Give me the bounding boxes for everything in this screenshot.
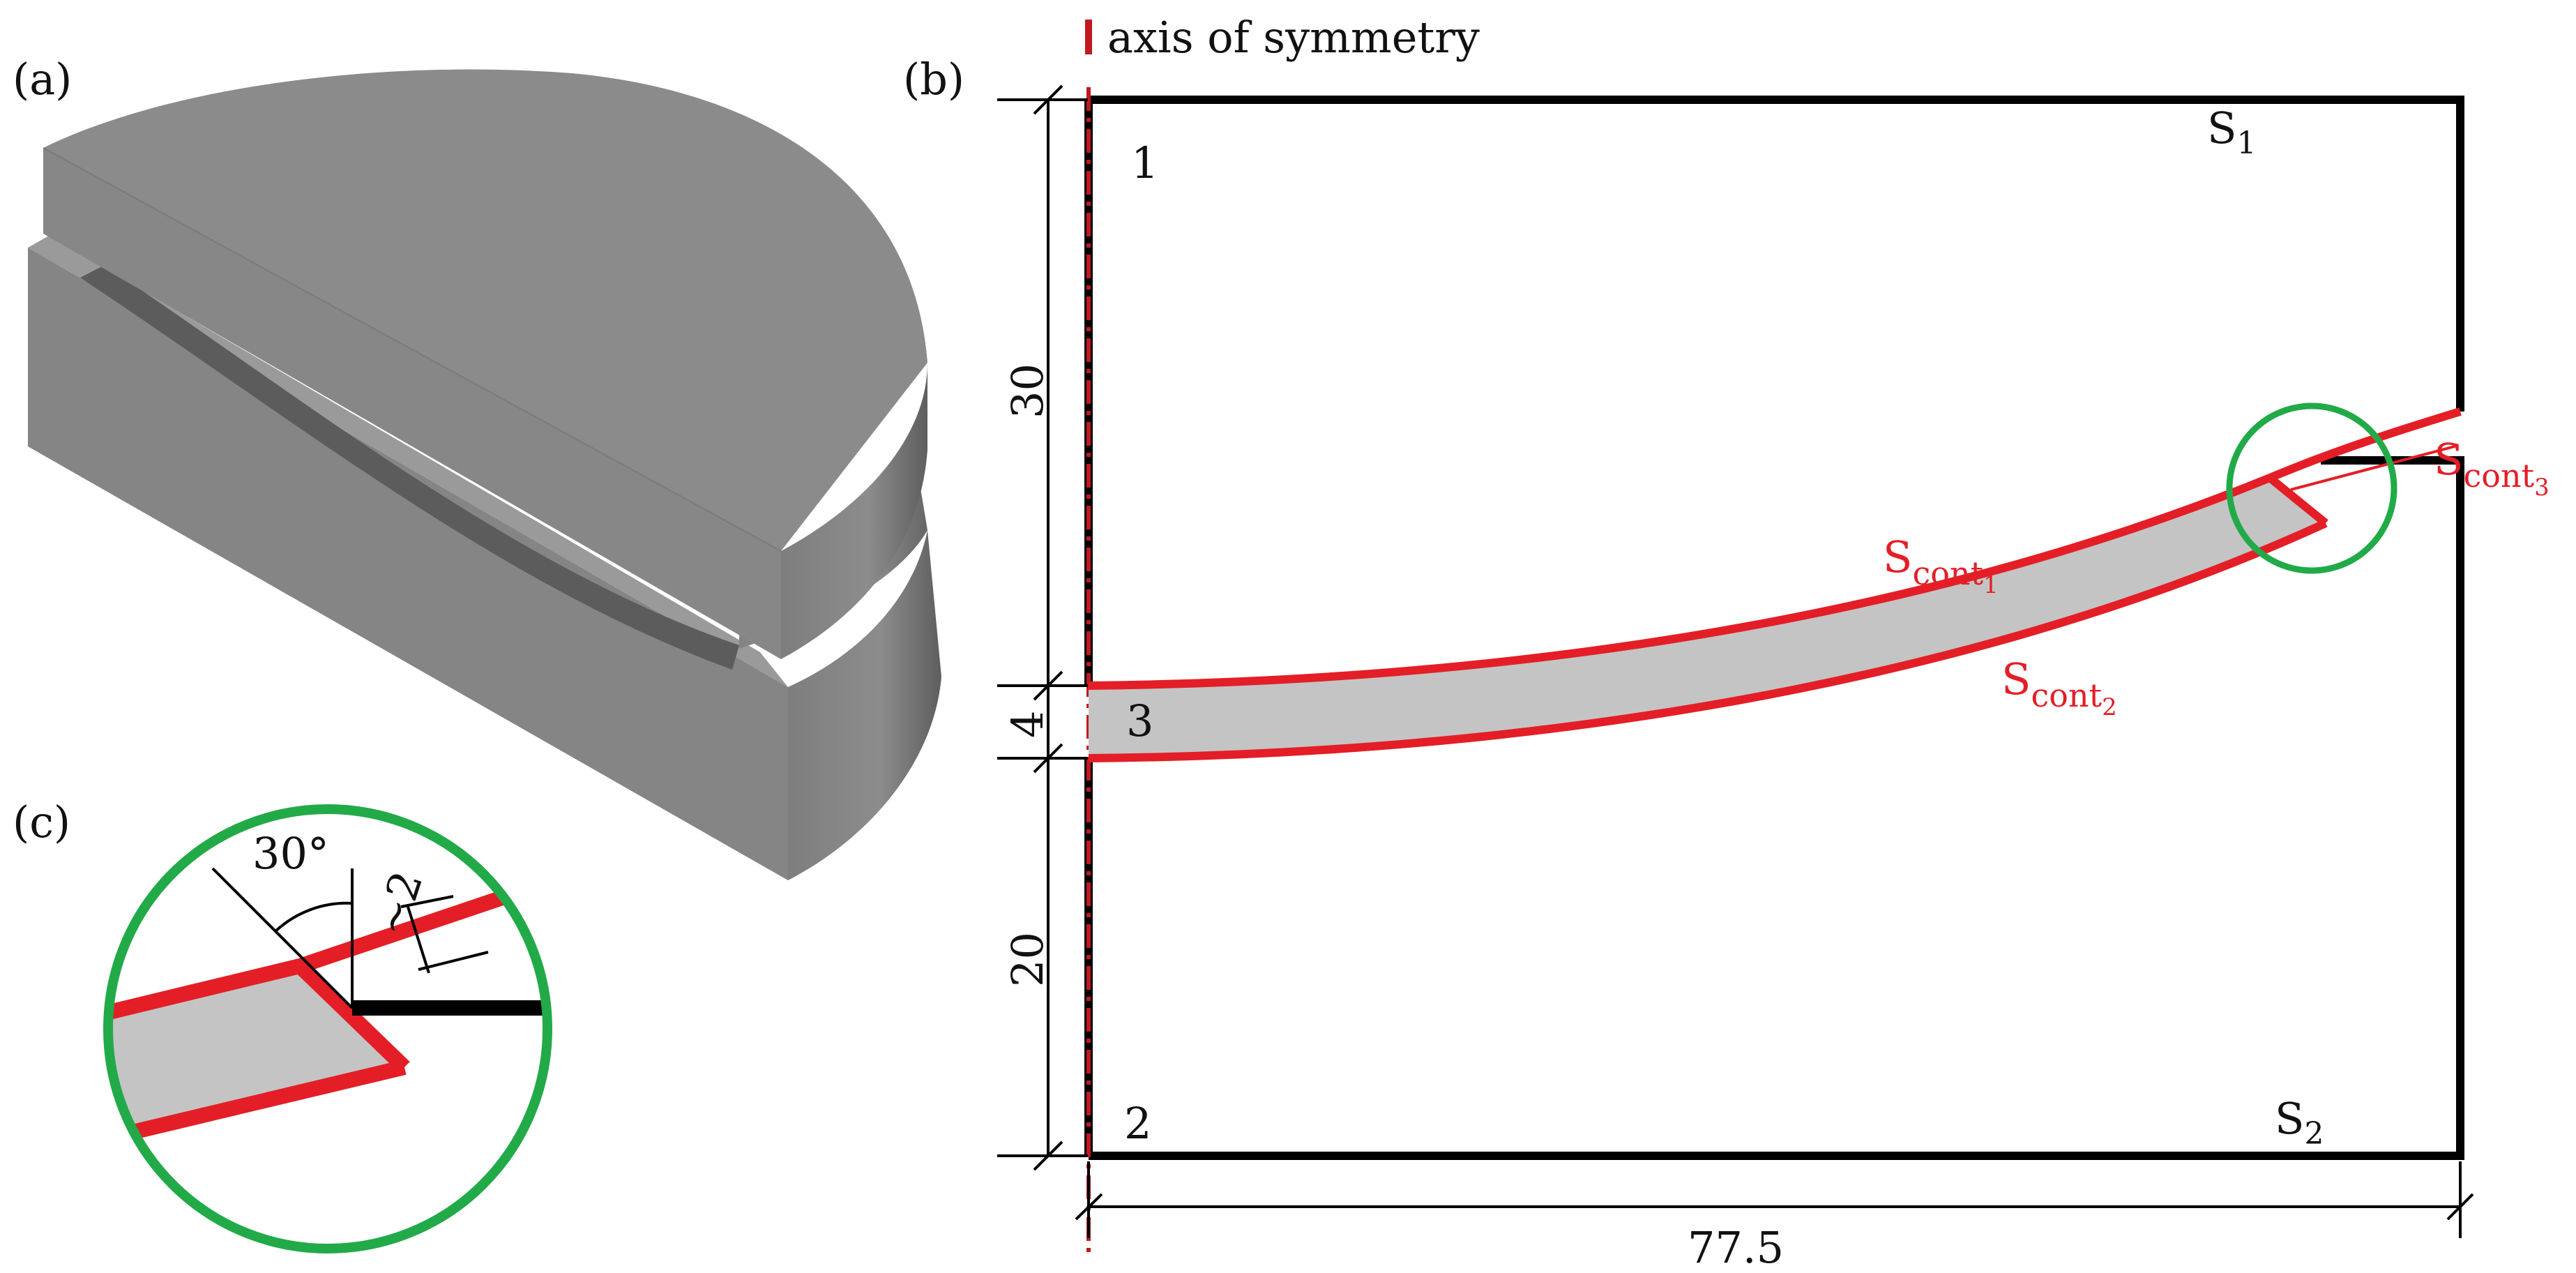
solid-model-3d: [28, 69, 941, 880]
detail-angle-arc: [274, 901, 353, 933]
surface-cont1-label: Scont1: [1883, 532, 1999, 599]
detail-contact-3: [294, 961, 410, 1073]
horizontal-dimension: [1075, 1161, 2474, 1238]
upper-tool-outline: [1089, 96, 2464, 412]
surface-cont2-label: Scont2: [2001, 654, 2117, 721]
detail-angle-label: 30°: [252, 828, 329, 879]
detail-circle-border: [103, 804, 552, 1253]
dimension-width: 77.5: [1688, 1222, 1784, 1273]
contact-surface-2: [1088, 519, 2328, 762]
detail-offset-dim-1: [400, 895, 454, 908]
surface-s2-label: S2: [2275, 1093, 2324, 1152]
detail-sheet-fill: [108, 966, 404, 1140]
dimension-gap-height: 4: [1002, 711, 1053, 738]
panel-a-label: (a): [13, 54, 72, 105]
sheet-region: [1089, 478, 2326, 758]
detail-contact-2: [108, 1060, 407, 1148]
vertical-dimensions: [997, 84, 1088, 1171]
surface-s1-label: S1: [2207, 103, 2256, 161]
region-3-label: 3: [1126, 695, 1153, 746]
contact-surface-1: [1088, 407, 2462, 690]
detail-highlight-circle: [2226, 402, 2397, 574]
upper-die-top-surface: [43, 69, 927, 551]
contact-surface-3: [2267, 474, 2328, 527]
detail-offset-dim-3: [407, 906, 430, 974]
detail-offset-dim-2: [418, 951, 489, 971]
panel-c-label: (c): [13, 797, 70, 848]
detail-contact-1: [108, 958, 302, 1023]
upper-die-edge-line: [43, 147, 782, 552]
sheet-blank: [80, 265, 739, 670]
dimension-upper-height: 30: [1002, 363, 1053, 419]
lower-tool-outline: [1089, 456, 2464, 1160]
region-1-label: 1: [1131, 137, 1158, 188]
upper-die-curved-rim: [781, 363, 927, 659]
axis-legend-label: axis of symmetry: [1107, 12, 1480, 63]
lower-die-front-face: [28, 248, 788, 880]
lower-die-curved-side: [788, 530, 941, 880]
upper-die-front-face: [43, 148, 781, 659]
detail-view: [108, 867, 547, 1148]
panel-b-label: (b): [903, 54, 964, 105]
dimension-lower-height: 20: [1002, 932, 1053, 987]
surface-cont3-label: Scont3: [2434, 434, 2550, 502]
region-2-label: 2: [1124, 1098, 1151, 1149]
detail-angle-line: [211, 867, 354, 1009]
contact-surface-3-leader: [2290, 445, 2455, 491]
